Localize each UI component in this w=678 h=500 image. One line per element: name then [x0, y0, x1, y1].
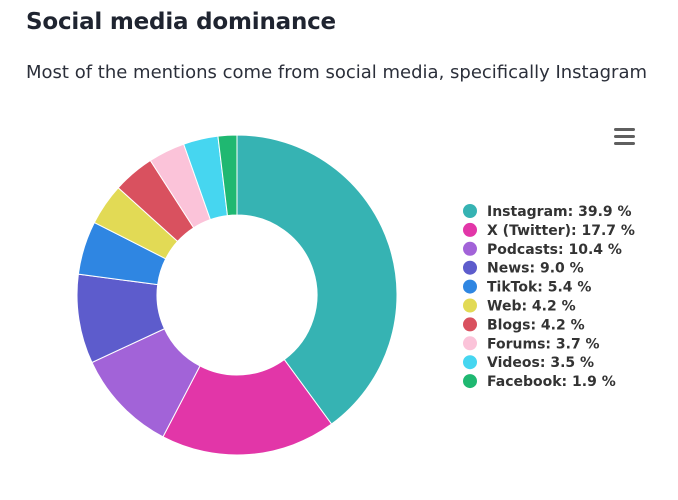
legend-marker	[463, 336, 477, 351]
slice-x-twitter[interactable]	[162, 358, 333, 456]
legend-item[interactable]: Forums: 3.7 %	[487, 336, 600, 352]
legend-item[interactable]: Videos: 3.5 %	[487, 355, 594, 371]
donut-slices	[76, 134, 398, 456]
legend-item[interactable]: Facebook: 1.9 %	[487, 374, 616, 390]
legend-marker	[463, 204, 477, 218]
menu-bar	[613, 142, 635, 145]
legend-marker	[463, 374, 477, 389]
legend-marker	[463, 298, 477, 313]
legend-marker	[463, 279, 477, 294]
legend-marker	[463, 241, 477, 256]
slice-instagram[interactable]	[236, 134, 398, 425]
legend-item[interactable]: Web: 4.2 %	[487, 299, 576, 315]
legend-marker	[463, 222, 477, 237]
legend-marker	[463, 260, 477, 275]
hamburger-menu-icon[interactable]	[612, 128, 636, 148]
chart-title: Social media dominance	[26, 9, 336, 35]
legend-item[interactable]: Blogs: 4.2 %	[487, 317, 585, 333]
legend-item[interactable]: TikTok: 5.4 %	[487, 280, 591, 296]
menu-bar	[613, 128, 635, 131]
legend-item[interactable]: X (Twitter): 17.7 %	[487, 223, 635, 239]
legend-item[interactable]: Podcasts: 10.4 %	[487, 242, 622, 258]
legend: Instagram: 39.9 % X (Twitter): 17.7 % Podc…	[463, 204, 635, 390]
slice-facebook[interactable]	[217, 134, 238, 217]
legend-marker	[463, 355, 477, 370]
legend-item[interactable]: Instagram: 39.9 %	[487, 204, 632, 220]
chart-subtitle: Most of the mentions come from social me…	[26, 62, 648, 83]
legend-item[interactable]: News: 9.0 %	[487, 261, 584, 277]
menu-bar	[613, 135, 635, 138]
legend-marker	[463, 317, 477, 332]
